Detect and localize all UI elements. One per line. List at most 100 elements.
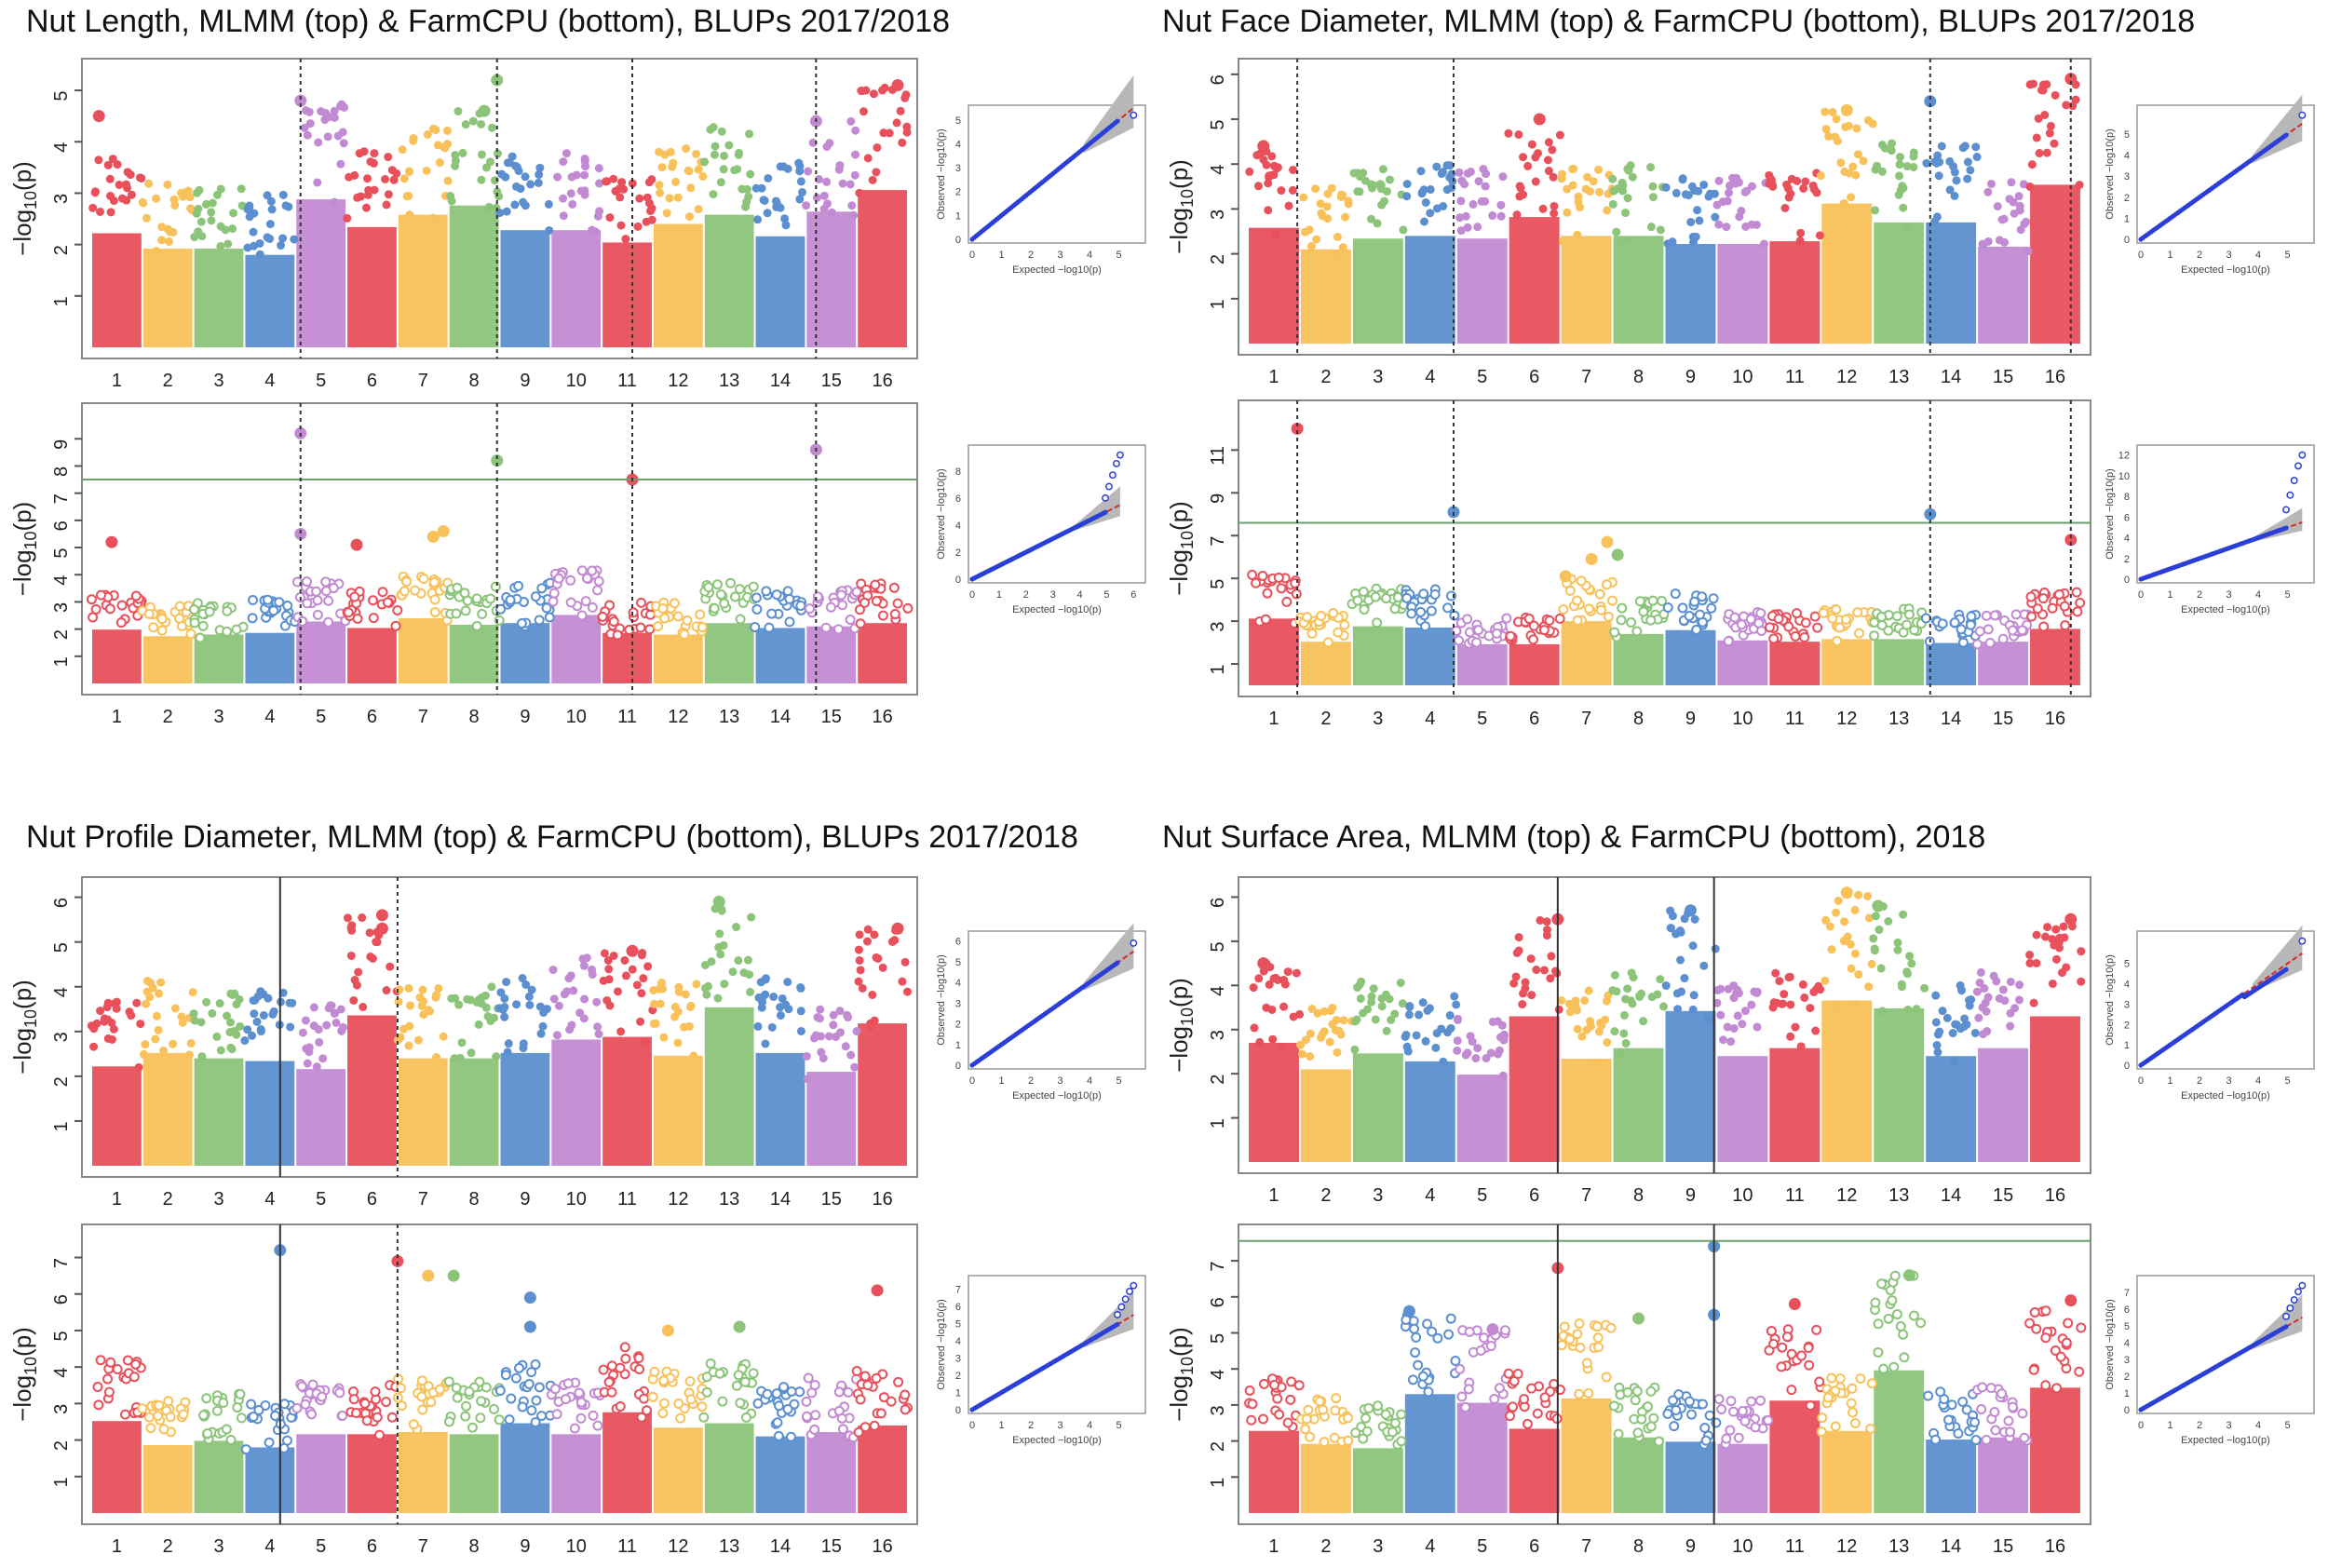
snp-point [103,1034,113,1043]
snp-point [803,1372,814,1384]
chr-14-snp-band [755,236,805,347]
snp-point [731,1380,742,1391]
snp-point [1564,999,1574,1008]
chr-11-snp-band [602,1036,652,1166]
snp-point [1542,917,1551,926]
snp-point [869,1420,880,1431]
snp-point [471,620,482,631]
snp-point [2032,133,2041,142]
snp-point [1498,1071,1508,1080]
snp-point [419,1010,428,1020]
y-tick-label: 7 [51,493,72,504]
chromosome-label-5: 5 [1477,367,1487,387]
snp-point [580,190,589,199]
snp-point [1559,1321,1570,1332]
snp-point [1915,1318,1927,1329]
snp-point [156,625,168,636]
snp-point [900,1404,911,1415]
qq-y-tick-label: 7 [955,1284,961,1295]
chr-13-snp-band [704,214,754,347]
snp-point [96,1007,105,1016]
snp-point [766,608,778,619]
snp-point [123,183,132,193]
snp-point [855,1394,866,1405]
snp-point [761,1039,770,1048]
snp-point [243,243,252,252]
y-tick-label: 5 [51,91,72,101]
snp-point [1445,1011,1455,1021]
snp-point [1401,1030,1411,1039]
qq-y-tick-label: 0 [2124,235,2130,246]
snp-point [1622,1386,1633,1398]
snp-point [855,955,864,965]
significant-snp-point [1291,422,1304,435]
snp-point [174,613,185,624]
snp-point [1786,1032,1795,1041]
qq-x-tick-label: 4 [1087,1075,1092,1087]
y-axis-label: −log10(p) [1165,978,1197,1073]
snp-point [296,1381,307,1392]
significant-snp-point [1788,1298,1801,1311]
snp-point [1854,970,1863,980]
snp-point [1945,185,1955,195]
snp-point [1528,634,1539,645]
significant-snp-point [2064,534,2078,547]
snp-point [1350,1427,1361,1439]
snp-point [1983,624,1994,635]
snp-point [1445,173,1455,182]
snp-point [212,190,222,199]
snp-point [2063,1318,2074,1329]
snp-point [549,994,559,1004]
snp-point [761,990,770,999]
snp-point [1619,1010,1629,1020]
plot-frame [1238,1223,2091,1525]
chromosome-label-1: 1 [1268,1536,1279,1557]
snp-point [684,1375,696,1386]
snp-point [1558,237,1567,246]
snp-point [518,974,527,983]
chromosome-label-14: 14 [1941,367,1961,387]
snp-point [495,603,507,615]
snp-point [1621,209,1631,218]
chromosome-label-4: 4 [264,371,275,391]
snp-point [1471,1054,1481,1063]
snp-point [1511,972,1521,981]
snp-point [1656,225,1665,235]
snp-point [1686,218,1696,227]
snp-point [428,213,438,223]
snp-point [1466,167,1475,176]
chromosome-label-5: 5 [1477,709,1487,729]
snp-point [717,127,726,136]
snp-point [615,184,624,194]
snp-point [504,1039,513,1048]
snp-point [603,955,613,965]
chromosome-label-6: 6 [367,707,377,727]
snp-point [443,1416,454,1427]
snp-point [395,985,404,994]
snp-point [207,216,216,225]
snp-point [734,150,743,159]
snp-point [2032,930,2041,939]
snp-point [1820,976,1830,985]
snp-point [822,177,832,186]
snp-point [1319,1437,1330,1448]
snp-point [399,586,410,597]
chromosome-label-6: 6 [1529,709,1539,729]
snp-point [1601,1372,1612,1383]
snp-point [619,1342,630,1353]
snp-point [1318,211,1327,221]
significant-snp-point [92,110,105,123]
chromosome-label-14: 14 [770,707,791,727]
chromosome-label-14: 14 [770,1536,791,1557]
qq-x-tick-label: 4 [1087,250,1092,261]
snp-point [735,1398,746,1409]
chr-15-snp-band [806,1072,857,1166]
snp-point [733,165,742,174]
snp-point [331,1008,340,1018]
snp-point [223,239,233,249]
chr-11-snp-band [1769,241,1820,344]
snp-point [1638,606,1649,617]
snp-point [1616,615,1627,626]
snp-point [237,184,246,194]
